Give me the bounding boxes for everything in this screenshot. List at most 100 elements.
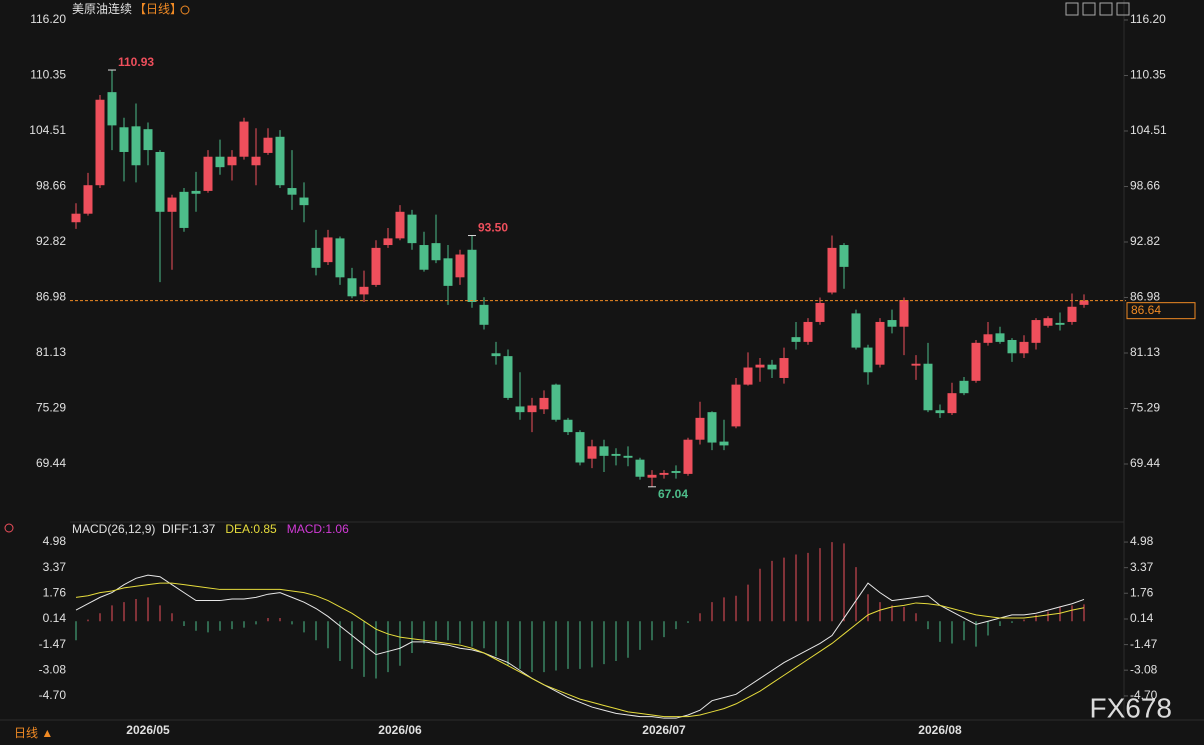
candle-body: [131, 126, 141, 166]
candle-body: [383, 238, 393, 246]
candle-body: [935, 410, 945, 414]
macd-line: [75, 574, 1085, 719]
chart-title: 美原油连续: [72, 1, 132, 16]
candle-body: [311, 247, 321, 268]
tool-icon[interactable]: [1116, 2, 1130, 16]
y-tick-label: 92.82: [1130, 234, 1160, 248]
y-tick-label: 0.14: [43, 611, 67, 625]
y-tick-label: 0.14: [1130, 611, 1154, 625]
tool-icon[interactable]: [1082, 2, 1096, 16]
candle-body: [119, 127, 129, 152]
candle-body: [227, 156, 237, 166]
candle-body: [683, 439, 693, 474]
candle-body: [563, 419, 573, 433]
candle-body: [155, 151, 165, 212]
y-tick-label: 4.98: [43, 534, 67, 548]
period-tab[interactable]: 日线 ▲: [14, 726, 53, 740]
annotation-label: 67.04: [658, 487, 688, 501]
candle-body: [551, 384, 561, 420]
candle-body: [1067, 306, 1077, 322]
candle-body: [779, 358, 789, 378]
y-tick-label: 3.37: [1130, 560, 1154, 574]
legend-entry: DEA:0.85: [225, 522, 277, 536]
candle-body: [239, 121, 249, 157]
x-tick-label: 2026/05: [126, 723, 170, 737]
candle-body: [491, 353, 501, 357]
last-price-label: 86.64: [1131, 303, 1161, 317]
x-tick-label: 2026/08: [918, 723, 962, 737]
y-tick-label: -3.08: [1130, 662, 1158, 676]
y-tick-label: 92.82: [36, 234, 66, 248]
x-tick-label: 2026/07: [642, 723, 686, 737]
y-tick-label: 69.44: [36, 456, 66, 470]
tool-icon[interactable]: [1065, 2, 1079, 16]
candle-body: [455, 254, 465, 278]
y-tick-label: -3.08: [39, 662, 67, 676]
candle-body: [287, 188, 297, 195]
macd-line: [75, 582, 1085, 718]
candle-body: [851, 313, 861, 348]
add-icon[interactable]: [180, 5, 190, 15]
y-tick-label: 110.35: [1130, 68, 1166, 82]
candle-body: [803, 321, 813, 342]
candle-body: [731, 384, 741, 427]
candle-body: [1043, 318, 1053, 326]
candle-body: [71, 213, 81, 223]
candle-body: [323, 237, 333, 263]
candle-body: [791, 337, 801, 342]
y-tick-label: -4.70: [39, 688, 67, 702]
candle-body: [167, 197, 177, 212]
candle-body: [467, 249, 477, 303]
candle-body: [911, 363, 921, 366]
candle-body: [599, 446, 609, 456]
macd-icon[interactable]: [4, 523, 14, 533]
candle-body: [179, 191, 189, 228]
candle-body: [923, 363, 933, 411]
y-tick-label: 1.76: [1130, 585, 1154, 599]
candle-body: [263, 137, 273, 153]
candle-body: [827, 247, 837, 293]
y-tick-label: 86.98: [36, 290, 66, 304]
candle-body: [707, 412, 717, 443]
y-tick-label: 81.13: [36, 345, 66, 359]
candle-body: [671, 471, 681, 473]
y-tick-label: 104.51: [1130, 123, 1167, 137]
toolbar: [1065, 2, 1130, 16]
candle-body: [575, 432, 585, 463]
candle-body: [971, 342, 981, 381]
candle-body: [755, 364, 765, 368]
candle-body: [875, 321, 885, 365]
candle-body: [275, 136, 285, 186]
y-tick-label: 1.76: [43, 585, 67, 599]
y-tick-label: -1.47: [1130, 637, 1158, 651]
y-tick-label: -4.70: [1130, 688, 1158, 702]
candle-body: [503, 356, 513, 398]
candle-body: [1019, 341, 1029, 354]
candle-body: [611, 453, 621, 456]
candle-body: [1055, 322, 1065, 325]
candle-body: [251, 156, 261, 166]
y-tick-label: 4.98: [1130, 534, 1154, 548]
y-tick-label: 81.13: [1130, 345, 1160, 359]
candle-body: [983, 334, 993, 343]
candle-body: [995, 333, 1005, 342]
candle-body: [587, 446, 597, 459]
y-tick-label: 69.44: [1130, 456, 1160, 470]
candle-body: [359, 286, 369, 295]
candle-body: [815, 302, 825, 322]
candle-body: [215, 156, 225, 168]
y-tick-label: 110.35: [30, 68, 66, 82]
watermark: FX678: [1090, 692, 1173, 723]
y-tick-label: 75.29: [36, 401, 66, 415]
candle-body: [1079, 300, 1089, 305]
y-tick-label: 75.29: [1130, 401, 1160, 415]
candle-body: [659, 472, 669, 475]
y-tick-label: 98.66: [1130, 179, 1160, 193]
candle-body: [395, 211, 405, 239]
y-tick-label: 116.20: [1130, 12, 1166, 26]
tool-icon[interactable]: [1099, 2, 1113, 16]
candle-body: [947, 393, 957, 414]
candle-body: [347, 278, 357, 297]
